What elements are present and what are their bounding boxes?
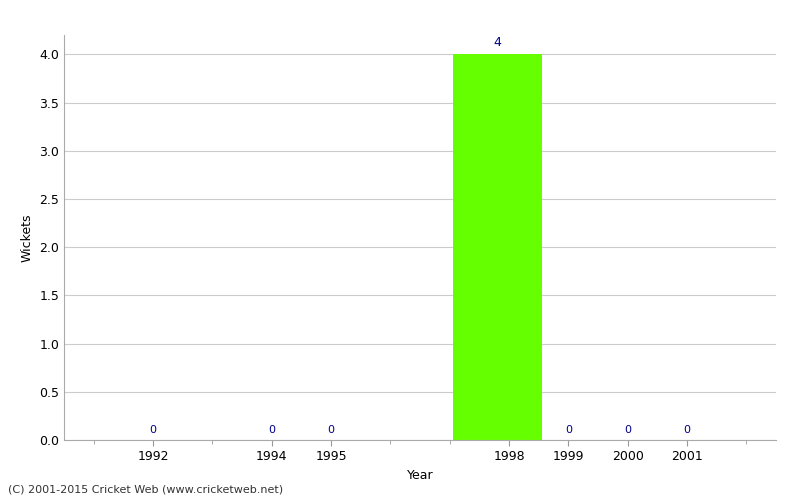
- Text: 0: 0: [327, 425, 334, 435]
- Y-axis label: Wickets: Wickets: [21, 213, 34, 262]
- Text: 0: 0: [624, 425, 631, 435]
- Text: 0: 0: [150, 425, 157, 435]
- Text: (C) 2001-2015 Cricket Web (www.cricketweb.net): (C) 2001-2015 Cricket Web (www.cricketwe…: [8, 485, 283, 495]
- Bar: [453, 54, 542, 440]
- X-axis label: Year: Year: [406, 469, 434, 482]
- Text: 4: 4: [493, 36, 501, 49]
- Text: 0: 0: [565, 425, 572, 435]
- Text: 0: 0: [268, 425, 275, 435]
- Text: 0: 0: [683, 425, 690, 435]
